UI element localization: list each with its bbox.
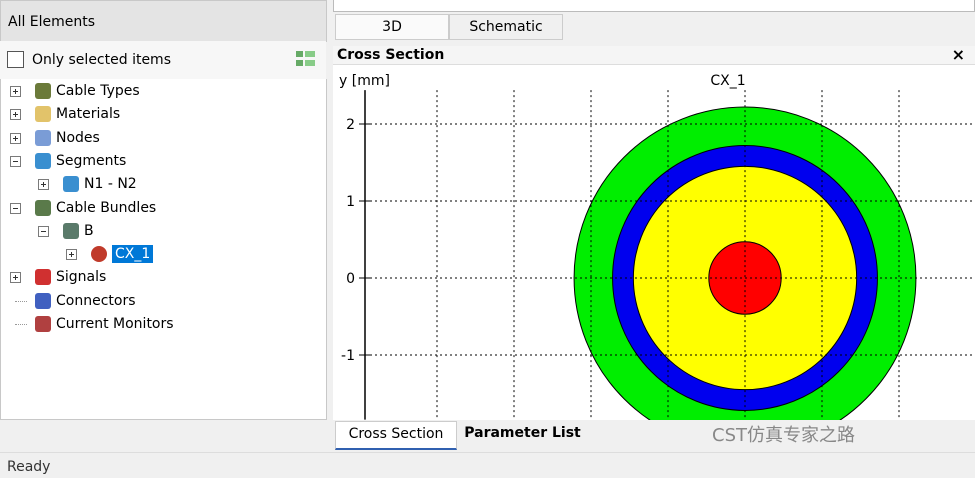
tree-icon	[35, 83, 51, 99]
tree-expander[interactable]	[66, 249, 77, 261]
tree-item-label[interactable]: Segments	[56, 152, 127, 169]
y-tick-label: -1	[341, 348, 355, 364]
y-tick-label: 0	[346, 271, 355, 287]
element-tree: Cable Types Materials Nodes Segments N1 - N2…	[0, 79, 327, 420]
panel-header: All Elements	[0, 0, 327, 42]
tree-expander[interactable]	[38, 179, 49, 191]
tree-item-label[interactable]: B	[84, 222, 94, 239]
y-tick-label: 1	[346, 194, 355, 210]
tree-icon	[91, 246, 107, 263]
watermark: CST仿真专家之路	[712, 425, 855, 446]
tree-icon	[35, 269, 51, 286]
tree-expander[interactable]	[10, 109, 21, 121]
tree-expander[interactable]	[38, 225, 49, 237]
tree-connector	[15, 300, 27, 302]
tree-expander[interactable]	[10, 155, 21, 167]
tree-item-label[interactable]: Cable Types	[56, 83, 140, 99]
tree-expander[interactable]	[10, 272, 21, 284]
bottom-tab[interactable]: Cross Section	[335, 421, 457, 450]
status-bar: Ready	[0, 452, 975, 478]
tree-item-label[interactable]: Signals	[56, 269, 107, 286]
checkbox-label: Only selected items	[32, 52, 171, 68]
tree-item-label[interactable]: Materials	[56, 106, 121, 123]
filter-row: Only selected items	[0, 41, 326, 79]
tree-expander[interactable]	[10, 202, 21, 214]
tree-item-label[interactable]: CX_1	[112, 245, 154, 264]
tree-item-label[interactable]: Current Monitors	[56, 316, 174, 332]
tree-options-button[interactable]	[296, 50, 316, 68]
cross-section-titlebar: Cross Section ×	[333, 46, 975, 65]
plot-title: CX_1	[710, 73, 745, 89]
tree-icon	[35, 292, 51, 309]
tree-icon	[63, 176, 79, 193]
panel-title: All Elements	[8, 14, 96, 30]
checkbox[interactable]	[7, 51, 24, 68]
view-tab[interactable]: Schematic	[449, 14, 563, 40]
tree-connector	[15, 324, 27, 325]
bottom-tab[interactable]: Parameter List	[460, 421, 585, 447]
y-tick-label: 2	[346, 117, 355, 133]
status-text: Ready	[7, 459, 51, 475]
panel-title: Cross Section	[337, 47, 445, 63]
tree-icon	[35, 316, 51, 332]
tree-icon	[35, 106, 51, 123]
toolbar-strip	[333, 0, 975, 12]
tree-item-label[interactable]: Connectors	[56, 292, 136, 309]
tree-icon	[35, 129, 51, 146]
close-button[interactable]: ×	[951, 45, 965, 64]
tree-icon	[63, 222, 79, 239]
tree-expander[interactable]	[10, 132, 21, 144]
tree-expander[interactable]	[10, 86, 21, 97]
view-tab[interactable]: 3D	[335, 14, 449, 40]
cross-section-plot: y [mm] CX_1 2 1 0 -1	[333, 65, 975, 420]
tree-icon	[35, 199, 51, 216]
tree-item-label[interactable]: Nodes	[56, 129, 100, 146]
tree-item-label[interactable]: Cable Bundles	[56, 199, 157, 216]
tree-item-label[interactable]: N1 - N2	[84, 176, 137, 193]
tree-icon	[35, 152, 51, 169]
y-axis-label: y [mm]	[339, 73, 390, 89]
